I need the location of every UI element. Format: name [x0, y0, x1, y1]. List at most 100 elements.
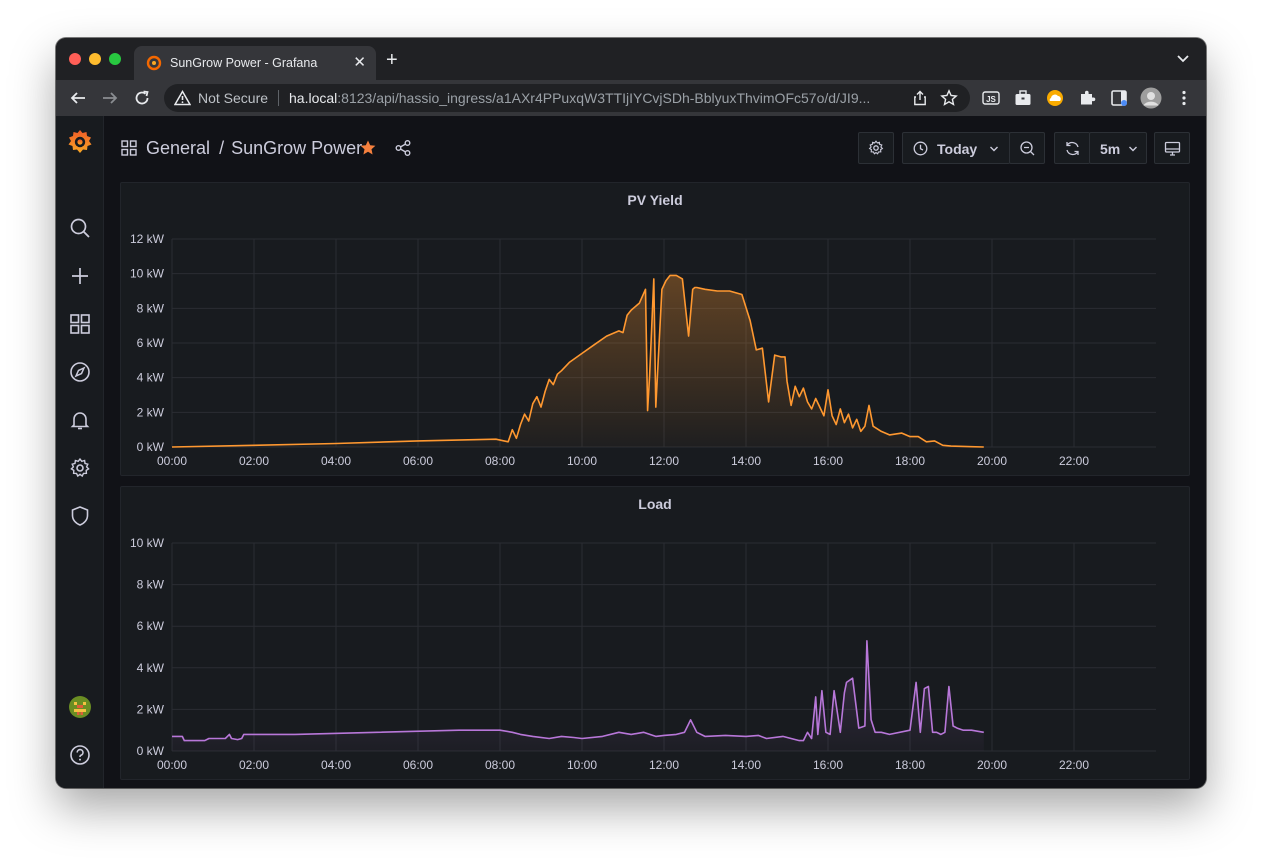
- close-window-button[interactable]: [69, 53, 81, 65]
- browser-menu-icon[interactable]: [1175, 89, 1193, 107]
- x-tick-label: 20:00: [977, 454, 1007, 468]
- time-range-label: Today: [937, 141, 978, 157]
- browser-window: SunGrow Power - Grafana ✕ + Not Secure: [56, 38, 1206, 788]
- extension-js-icon[interactable]: JS: [982, 89, 1000, 107]
- y-tick-label: 10 kW: [130, 267, 165, 281]
- clock-icon: [913, 141, 928, 156]
- search-icon[interactable]: [69, 217, 91, 239]
- x-tick-label: 14:00: [731, 758, 761, 772]
- extensions-puzzle-icon[interactable]: [1078, 89, 1096, 107]
- breadcrumb-separator: /: [219, 138, 225, 158]
- x-tick-label: 22:00: [1059, 758, 1089, 772]
- breadcrumb: General / SunGrow Power: [146, 138, 362, 159]
- explore-compass-icon[interactable]: [69, 361, 91, 383]
- zoom-out-icon: [1020, 141, 1035, 156]
- cog-icon: [868, 140, 884, 155]
- breadcrumb-folder[interactable]: General: [146, 138, 211, 158]
- extension-briefcase-icon[interactable]: [1014, 89, 1032, 107]
- x-tick-label: 16:00: [813, 454, 843, 468]
- share-dashboard-icon[interactable]: [394, 139, 412, 157]
- tab-search-chevron-icon[interactable]: [1176, 52, 1190, 66]
- x-tick-label: 06:00: [403, 454, 433, 468]
- dashboard-settings-button[interactable]: [858, 132, 894, 164]
- x-tick-label: 04:00: [321, 758, 351, 772]
- back-arrow-icon[interactable]: [69, 89, 87, 107]
- series-line-pv[interactable]: [171, 274, 984, 448]
- configuration-gear-icon[interactable]: [69, 457, 91, 479]
- monitor-icon: [1164, 141, 1181, 156]
- user-avatar-icon[interactable]: [69, 696, 91, 718]
- refresh-icon: [1066, 141, 1079, 156]
- y-tick-label: 6 kW: [137, 619, 165, 633]
- y-tick-label: 8 kW: [137, 301, 165, 315]
- pv-yield-chart[interactable]: 0 kW 2 kW 4 kW 6 kW 8 kW 10 kW 12 kW 00:00 02:00…: [121, 183, 1189, 475]
- x-tick-label: 16:00: [813, 758, 843, 772]
- refresh-interval-picker[interactable]: 5m: [1089, 132, 1147, 164]
- create-plus-icon[interactable]: [69, 265, 91, 287]
- dashboard-nav-bar: General / SunGrow Power: [104, 116, 1206, 178]
- profile-avatar-icon[interactable]: [1140, 87, 1162, 109]
- zoom-out-button[interactable]: [1009, 132, 1045, 164]
- interval-chevron-down-icon: [1129, 146, 1137, 152]
- bookmark-star-icon[interactable]: [940, 89, 958, 107]
- y-tick-label: 12 kW: [130, 232, 165, 246]
- load-panel[interactable]: Load 0 kW 2 kW 4 kW 6 kW 8 kW 10 kW 00:00 02:00…: [120, 486, 1190, 780]
- y-tick-label: 4 kW: [137, 661, 165, 675]
- load-chart[interactable]: 0 kW 2 kW 4 kW 6 kW 8 kW 10 kW 00:00 02:00 04:00…: [121, 487, 1189, 779]
- share-icon[interactable]: [912, 90, 928, 106]
- x-tick-label: 18:00: [895, 758, 925, 772]
- tab-title: SunGrow Power - Grafana: [170, 56, 318, 70]
- y-tick-label: 6 kW: [137, 336, 165, 350]
- address-bar[interactable]: Not Secure ha.local:8123/api/hassio_ingr…: [164, 84, 970, 112]
- breadcrumb-dashboard[interactable]: SunGrow Power: [231, 138, 363, 158]
- server-admin-shield-icon[interactable]: [69, 505, 91, 527]
- close-tab-icon[interactable]: ✕: [353, 54, 366, 71]
- panel-title: Load: [638, 496, 672, 512]
- extension-cloud-icon[interactable]: [1046, 89, 1064, 107]
- x-tick-label: 18:00: [895, 454, 925, 468]
- chevron-down-icon: [990, 146, 998, 152]
- x-tick-label: 00:00: [157, 758, 187, 772]
- alerting-bell-icon[interactable]: [69, 409, 91, 431]
- y-tick-label: 4 kW: [137, 371, 165, 385]
- x-tick-label: 14:00: [731, 454, 761, 468]
- y-tick-label: 2 kW: [137, 702, 165, 716]
- x-tick-label: 08:00: [485, 758, 515, 772]
- grafana-logo-icon[interactable]: [66, 128, 94, 156]
- maximize-window-button[interactable]: [109, 53, 121, 65]
- x-tick-label: 06:00: [403, 758, 433, 772]
- x-tick-label: 02:00: [239, 454, 269, 468]
- url-text[interactable]: ha.local:8123/api/hassio_ingress/a1AXr4P…: [289, 90, 899, 106]
- x-tick-label: 02:00: [239, 758, 269, 772]
- security-label[interactable]: Not Secure: [198, 90, 269, 106]
- forward-arrow-icon[interactable]: [101, 89, 119, 107]
- x-tick-label: 12:00: [649, 454, 679, 468]
- reload-icon[interactable]: [133, 89, 151, 107]
- minimize-window-button[interactable]: [89, 53, 101, 65]
- side-menu: [56, 116, 104, 788]
- y-tick-label: 8 kW: [137, 578, 165, 592]
- url-path: :8123/api/hassio_ingress/a1AXr4PPuxqW3TT…: [337, 90, 871, 106]
- favorite-star-icon[interactable]: [359, 139, 377, 157]
- refresh-button[interactable]: [1054, 132, 1090, 164]
- warning-triangle-icon[interactable]: [174, 90, 191, 106]
- time-picker-button[interactable]: Today: [902, 132, 1010, 164]
- side-panel-icon[interactable]: [1110, 89, 1128, 107]
- x-tick-label: 20:00: [977, 758, 1007, 772]
- x-tick-label: 04:00: [321, 454, 351, 468]
- x-tick-label: 22:00: [1059, 454, 1089, 468]
- browser-toolbar: Not Secure ha.local:8123/api/hassio_ingr…: [56, 80, 1206, 116]
- tv-mode-button[interactable]: [1154, 132, 1190, 164]
- x-tick-label: 10:00: [567, 454, 597, 468]
- x-tick-label: 12:00: [649, 758, 679, 772]
- url-host: ha.local: [289, 90, 338, 106]
- pv-yield-panel[interactable]: PV Yield 0 kW 2 kW 4 kW 6 kW 8 kW 10 kW 12 kW 0…: [120, 182, 1190, 476]
- dashboards-grid-icon[interactable]: [69, 313, 91, 335]
- tab-strip: SunGrow Power - Grafana ✕ +: [56, 38, 1206, 80]
- help-icon[interactable]: [69, 744, 91, 766]
- x-tick-label: 00:00: [157, 454, 187, 468]
- browser-tab[interactable]: SunGrow Power - Grafana ✕: [134, 46, 376, 80]
- new-tab-button[interactable]: +: [386, 49, 398, 71]
- series-line-load[interactable]: [172, 640, 984, 742]
- y-tick-label: 10 kW: [130, 536, 165, 550]
